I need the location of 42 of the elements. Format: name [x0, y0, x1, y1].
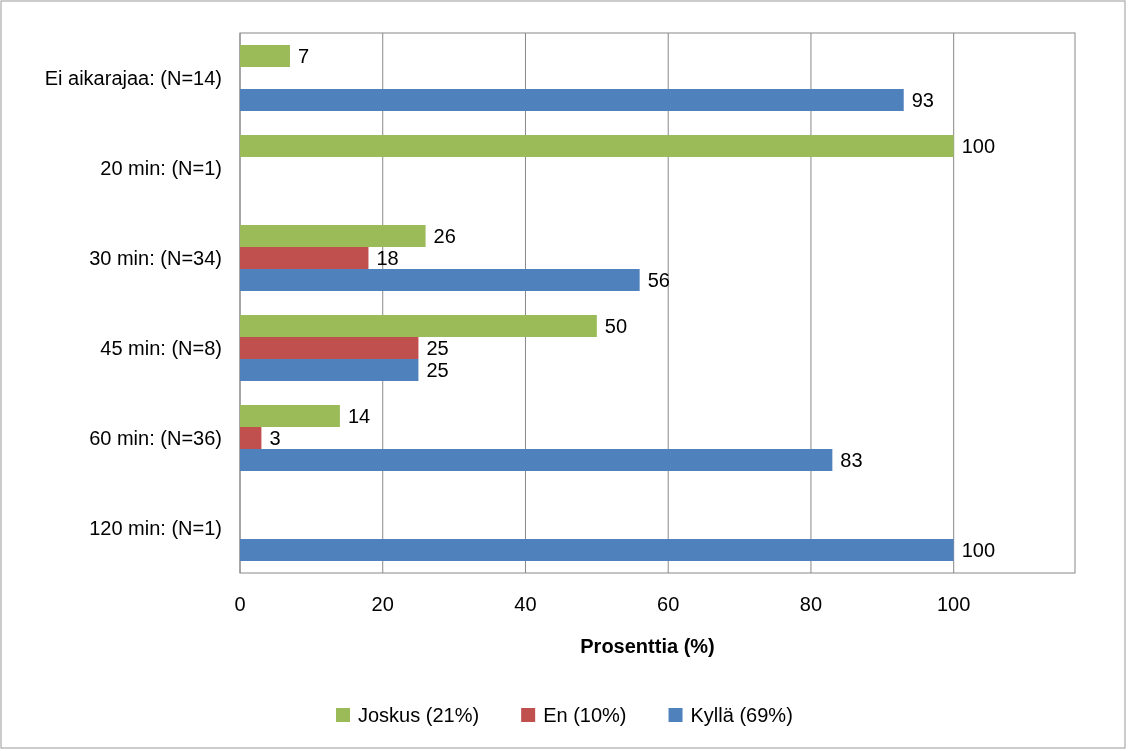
data-label: 50 — [604, 315, 628, 337]
bar — [240, 359, 419, 381]
y-tick-label: 120 min: (N=1) — [89, 517, 222, 539]
bar — [240, 405, 340, 427]
y-tick-label: Ei aikarajaa: (N=14) — [44, 67, 222, 89]
bar — [240, 225, 426, 247]
data-label: 25 — [426, 359, 449, 381]
legend-label: Joskus (21%) — [358, 704, 480, 726]
data-label: 18 — [376, 247, 399, 269]
data-label: 56 — [647, 269, 670, 291]
data-label: 3 — [269, 427, 281, 449]
data-label: 83 — [840, 449, 863, 471]
x-tick-label: 80 — [799, 593, 823, 615]
x-axis-title: Prosenttia (%) — [580, 635, 715, 657]
x-tick-label: 20 — [371, 593, 394, 615]
y-tick-label: 60 min: (N=36) — [89, 427, 222, 449]
bar — [240, 45, 290, 67]
x-tick-label: 40 — [514, 593, 537, 615]
bar — [240, 247, 369, 269]
data-label: 7 — [297, 45, 310, 67]
y-tick-label: 30 min: (N=34) — [89, 247, 222, 269]
bar — [240, 135, 954, 157]
data-label: 93 — [911, 89, 934, 111]
bar — [240, 315, 597, 337]
data-label: 100 — [961, 135, 996, 157]
x-tick-label: 100 — [936, 593, 971, 615]
bar — [240, 269, 640, 291]
data-label: 100 — [961, 539, 996, 561]
bar — [240, 539, 954, 561]
bar — [240, 337, 419, 359]
x-tick-label: 60 — [657, 593, 680, 615]
data-label: 14 — [347, 405, 371, 427]
bar — [240, 427, 262, 449]
legend-label: En (10%) — [543, 704, 627, 726]
y-tick-label: 20 min: (N=1) — [100, 157, 222, 179]
legend-label: Kyllä (69%) — [690, 704, 793, 726]
data-label: 25 — [426, 337, 449, 359]
x-tick-label: 0 — [234, 593, 246, 615]
y-tick-label: 45 min: (N=8) — [100, 337, 222, 359]
data-label: 26 — [433, 225, 456, 247]
bar — [240, 89, 904, 111]
bar — [240, 449, 833, 471]
